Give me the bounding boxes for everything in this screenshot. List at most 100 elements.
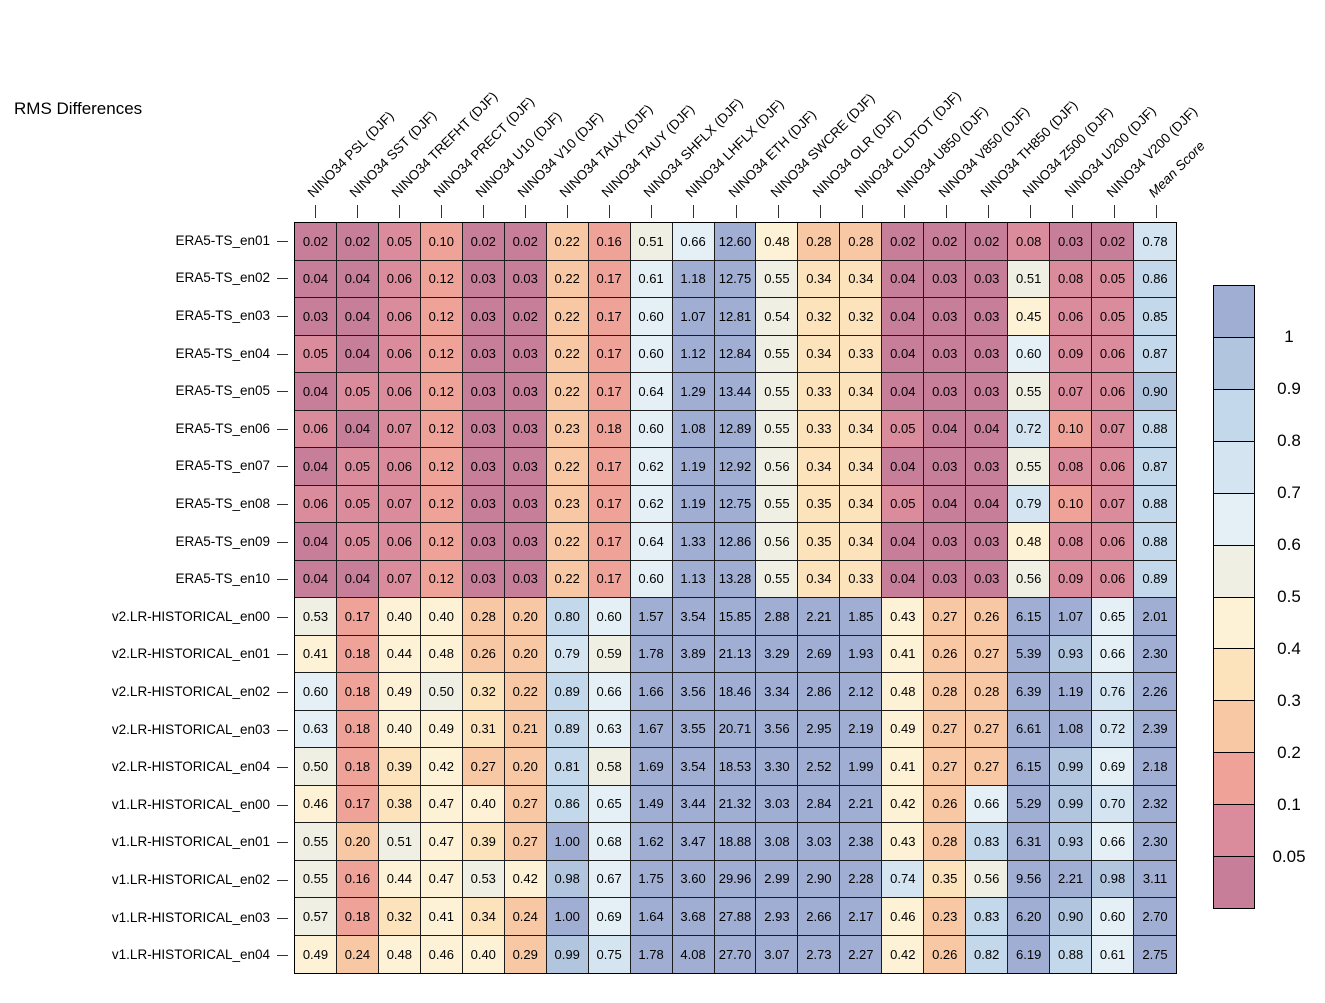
heatmap-cell: 1.29: [672, 373, 715, 411]
heatmap-cell: 0.67: [588, 860, 631, 898]
heatmap-cell: 0.98: [1092, 860, 1135, 898]
heatmap-cell: 0.60: [630, 335, 673, 373]
row-tick: [277, 353, 288, 355]
column-tick: [609, 205, 611, 218]
heatmap-cell: 0.22: [546, 335, 589, 373]
heatmap-cell: 0.06: [378, 335, 421, 373]
row-label: v1.LR-HISTORICAL_en04: [111, 947, 270, 963]
heatmap-cell: 0.43: [882, 598, 925, 636]
row-tick: [277, 504, 288, 505]
heatmap-cell: 0.22: [546, 373, 589, 411]
heatmap-cell: 0.98: [546, 860, 589, 898]
heatmap-cell: 0.03: [462, 523, 505, 561]
heatmap-cell: 1.18: [672, 260, 715, 298]
row-tick: [277, 654, 288, 656]
heatmap-cell: 0.12: [420, 373, 463, 411]
heatmap-cell: 0.88: [1050, 935, 1093, 973]
heatmap-cell: 0.87: [1134, 448, 1176, 486]
heatmap-cell: 0.79: [1008, 485, 1051, 523]
heatmap-cell: 0.55: [756, 373, 799, 411]
heatmap-cell: 0.03: [966, 523, 1009, 561]
heatmap-cell: 0.66: [588, 673, 631, 711]
heatmap-cell: 1.64: [630, 898, 673, 936]
heatmap-cell: 0.41: [882, 635, 925, 673]
heatmap-cell: 13.44: [714, 373, 757, 411]
heatmap-cell: 0.02: [336, 223, 379, 261]
heatmap-cell: 2.32: [1134, 785, 1176, 823]
heatmap-cell: 1.07: [1050, 598, 1093, 636]
heatmap-cell: 1.00: [546, 823, 589, 861]
heatmap-cell: 1.85: [840, 598, 883, 636]
heatmap-cell: 0.39: [378, 748, 421, 786]
heatmap-cell: 2.99: [756, 860, 799, 898]
heatmap-cell: 0.44: [378, 860, 421, 898]
heatmap-cell: 0.09: [1050, 335, 1093, 373]
row-tick: [277, 842, 288, 844]
heatmap-cell: 0.28: [924, 673, 967, 711]
heatmap-cell: 0.53: [295, 598, 337, 636]
heatmap-cell: 0.07: [1092, 485, 1135, 523]
heatmap-cell: 5.39: [1008, 635, 1051, 673]
heatmap-cell: 0.07: [378, 410, 421, 448]
heatmap-cell: 0.34: [840, 373, 883, 411]
heatmap-cell: 0.90: [1134, 373, 1176, 411]
row-label: ERA5-TS_en03: [175, 308, 270, 323]
heatmap-cell: 6.31: [1008, 823, 1051, 861]
heatmap-cell: 0.27: [966, 635, 1009, 673]
heatmap-cell: 0.10: [1050, 485, 1093, 523]
heatmap-cell: 0.03: [462, 560, 505, 598]
heatmap-cell: 0.03: [504, 560, 547, 598]
heatmap-cell: 0.22: [546, 260, 589, 298]
heatmap-cell: 0.60: [630, 560, 673, 598]
column-tick: [357, 205, 359, 218]
row-label: ERA5-TS_en04: [175, 345, 270, 361]
heatmap-cell: 0.48: [882, 673, 925, 711]
heatmap-cell: 0.55: [1008, 448, 1051, 486]
heatmap-cell: 0.56: [756, 448, 799, 486]
heatmap-cell: 12.81: [714, 298, 757, 336]
heatmap-cell: 0.27: [462, 748, 505, 786]
heatmap-cell: 0.04: [966, 410, 1009, 448]
heatmap-cell: 0.51: [378, 823, 421, 861]
heatmap-cell: 0.66: [1092, 823, 1135, 861]
heatmap-cell: 0.17: [588, 523, 631, 561]
heatmap-cell: 3.29: [756, 635, 799, 673]
colorbar-segment: [1214, 700, 1254, 753]
heatmap-cell: 0.60: [630, 298, 673, 336]
heatmap-cell: 0.04: [882, 448, 925, 486]
heatmap-cell: 0.02: [882, 223, 925, 261]
heatmap-cell: 0.93: [1050, 823, 1093, 861]
heatmap-cell: 0.27: [504, 823, 547, 861]
heatmap-cell: 0.04: [295, 523, 337, 561]
row-label: v1.LR-HISTORICAL_en00: [111, 796, 270, 812]
heatmap-cell: 0.32: [840, 298, 883, 336]
heatmap-cell: 0.42: [882, 935, 925, 973]
colorbar-segment: [1214, 336, 1254, 389]
heatmap-cell: 0.04: [336, 260, 379, 298]
row-tick: [277, 616, 288, 618]
heatmap-cell: 0.17: [588, 448, 631, 486]
column-tick: [399, 205, 401, 218]
heatmap-cell: 0.03: [462, 260, 505, 298]
heatmap-cell: 0.03: [504, 335, 547, 373]
heatmap-cell: 12.84: [714, 335, 757, 373]
heatmap-cell: 0.40: [378, 598, 421, 636]
column-tick: [861, 205, 863, 218]
heatmap-cell: 0.41: [420, 898, 463, 936]
heatmap-cell: 0.49: [295, 935, 337, 973]
heatmap-cell: 0.05: [1092, 260, 1135, 298]
row-tick: [277, 466, 288, 468]
heatmap-cell: 0.03: [462, 335, 505, 373]
heatmap-cell: 0.08: [1050, 260, 1093, 298]
heatmap-cell: 18.46: [714, 673, 757, 711]
heatmap-cell: 0.02: [966, 223, 1009, 261]
heatmap-cell: 2.12: [840, 673, 883, 711]
row-label: v2.LR-HISTORICAL_en01: [111, 646, 270, 662]
heatmap-cell: 0.68: [588, 823, 631, 861]
heatmap-cell: 3.89: [672, 635, 715, 673]
heatmap-cell: 1.08: [1050, 710, 1093, 748]
row-tick: [277, 316, 288, 317]
heatmap-cell: 0.33: [840, 560, 883, 598]
colorbar-segment: [1214, 286, 1254, 337]
heatmap-cell: 0.45: [1008, 298, 1051, 336]
